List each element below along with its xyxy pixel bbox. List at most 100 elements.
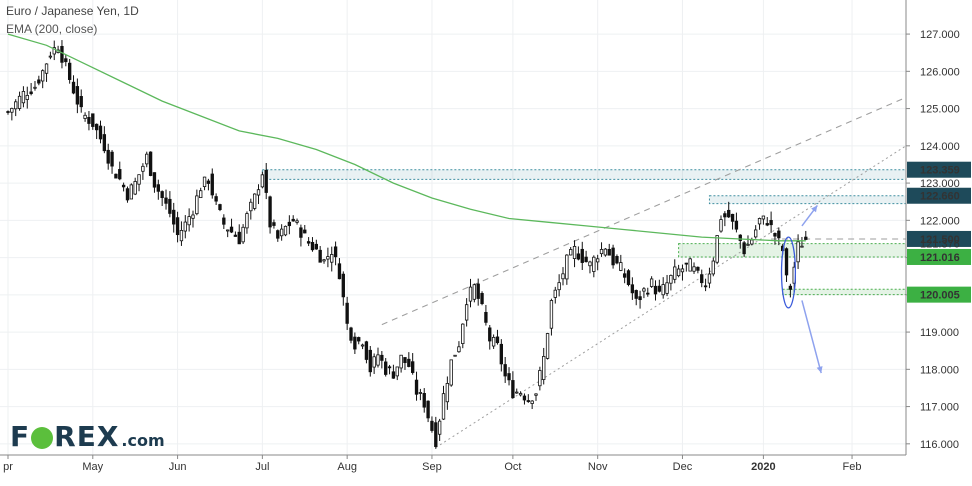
candle-body — [237, 231, 241, 245]
candle-body — [461, 323, 465, 344]
candle-body — [206, 180, 211, 184]
candle-body — [276, 230, 280, 239]
candle-body — [106, 149, 110, 164]
candle-body — [249, 201, 253, 212]
support-zone — [782, 288, 907, 296]
candle-body — [195, 195, 199, 215]
y-tick-label: 117.000 — [920, 402, 959, 414]
candle-body — [299, 227, 303, 238]
candle-body — [761, 215, 766, 220]
candle-body — [156, 184, 160, 192]
candle-body — [260, 174, 265, 188]
candle-body — [52, 47, 56, 55]
candle-body — [102, 134, 107, 152]
candle-body — [21, 91, 26, 104]
x-tick-label: Jun — [169, 461, 187, 473]
candle-body — [17, 95, 22, 109]
candle-body — [572, 245, 577, 259]
price-level-badge — [907, 230, 971, 247]
arrow-head-icon — [811, 205, 818, 213]
candle-body — [330, 254, 334, 263]
candle-body — [407, 358, 411, 367]
indicator-label: EMA (200, close) — [6, 22, 98, 36]
candle-body — [210, 173, 214, 196]
candle-body — [310, 241, 315, 251]
candle-body — [357, 337, 361, 342]
candle-body — [353, 336, 357, 350]
candle-body — [449, 359, 453, 386]
candle-body — [226, 229, 230, 232]
candle-body — [160, 191, 164, 199]
candle-body — [33, 86, 37, 89]
x-tick-label: Dec — [673, 461, 693, 473]
candle-body — [495, 336, 500, 344]
candle-body — [256, 189, 261, 196]
candle-body — [41, 70, 45, 82]
candle-body — [488, 327, 492, 342]
candle-body — [44, 63, 49, 74]
candle-body — [696, 266, 700, 271]
candle-body — [422, 393, 426, 408]
candle-body — [437, 420, 442, 435]
candle-body — [499, 343, 503, 365]
candle-body — [233, 234, 238, 237]
price-level-badge — [907, 161, 971, 178]
candle-body — [588, 261, 592, 267]
y-tick-label: 124.000 — [920, 141, 960, 153]
candle-body — [214, 196, 218, 202]
candle-body — [229, 226, 234, 233]
candle-body — [707, 273, 712, 284]
candle-body — [441, 393, 446, 420]
dashed-trendline — [381, 96, 907, 326]
candle-body — [480, 293, 484, 305]
candle-body — [25, 95, 29, 100]
x-tick-label: Nov — [588, 461, 608, 473]
candle-body — [569, 249, 573, 256]
candle-body — [168, 198, 172, 214]
candle-body — [222, 217, 226, 225]
price-level-badge — [907, 248, 971, 265]
x-tick-label: Jul — [255, 461, 269, 473]
candle-body — [314, 243, 318, 250]
candle-body — [202, 176, 207, 188]
candle-body — [622, 273, 627, 278]
candle-body — [576, 253, 581, 260]
candle-body — [653, 285, 658, 295]
candle-body — [364, 341, 369, 360]
candle-body — [445, 383, 450, 403]
candle-body — [287, 221, 292, 227]
candle-body — [565, 254, 569, 280]
candle-body — [526, 400, 530, 402]
candle-body — [603, 248, 608, 256]
candle-body — [599, 249, 604, 255]
grid — [0, 0, 906, 455]
candle-body — [434, 422, 438, 447]
candle-body — [411, 361, 415, 373]
candle-body — [399, 354, 403, 369]
candle-body — [561, 273, 565, 280]
candle-body — [252, 193, 257, 209]
candle-body — [538, 370, 542, 387]
candle-body — [557, 282, 561, 291]
time-axis[interactable]: pr May Jun Jul Aug Sep Oct Nov Dec 2020 Feb — [3, 455, 862, 473]
candle-body — [642, 288, 646, 292]
candle-body — [129, 184, 134, 200]
highlight-ellipse — [780, 236, 797, 309]
candle-body — [125, 188, 130, 201]
candle-body — [360, 344, 365, 347]
candle-body — [669, 274, 673, 284]
candle-body — [245, 213, 249, 229]
candle-body — [511, 380, 515, 399]
candle-body — [179, 230, 184, 242]
candle-body — [172, 209, 176, 225]
candle-body — [322, 259, 326, 262]
candle-body — [268, 196, 272, 228]
candle-body — [368, 349, 372, 373]
candle-body — [507, 373, 511, 381]
candle-body — [91, 113, 95, 127]
candle-body — [403, 357, 407, 364]
candle-body — [349, 327, 353, 341]
candle-body — [784, 248, 789, 276]
